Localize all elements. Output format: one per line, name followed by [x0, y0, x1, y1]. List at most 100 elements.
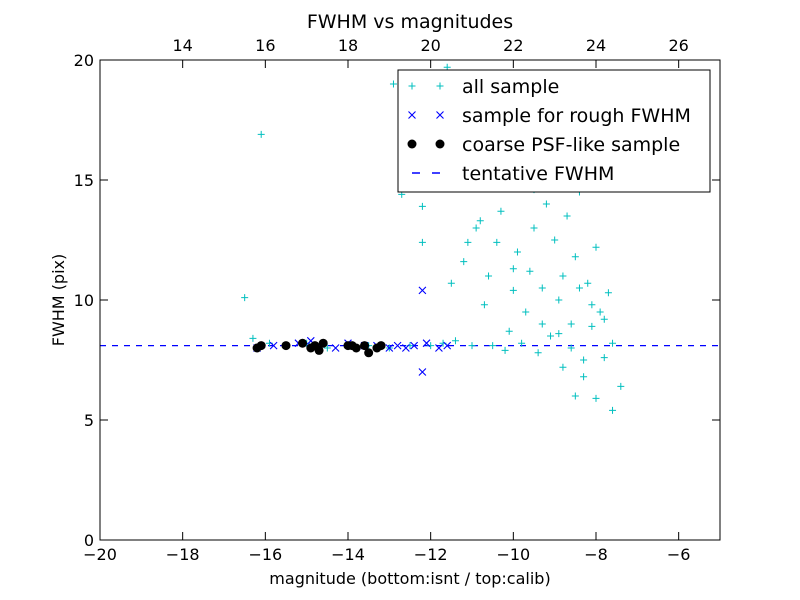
data-point: [393, 341, 402, 350]
top-tick-label: 24: [586, 36, 606, 55]
data-point: [385, 344, 394, 352]
data-point: [509, 286, 517, 294]
data-point: [551, 236, 559, 244]
data-point: [318, 338, 328, 348]
data-point: [323, 344, 331, 352]
data-point: [580, 356, 588, 364]
series-2: [252, 338, 386, 358]
legend-label-rough-fwhm: sample for rough FWHM: [462, 105, 691, 127]
data-point: [476, 217, 484, 225]
x-tick-label: −18: [166, 545, 200, 564]
legend-marker: [407, 139, 417, 149]
data-point: [331, 344, 340, 352]
data-point: [604, 289, 612, 297]
data-point: [509, 265, 517, 273]
y-axis-ticks: 0 5 10 15 20: [74, 51, 720, 550]
y-tick-label: 5: [84, 411, 94, 430]
data-point: [518, 339, 526, 347]
data-point: [281, 341, 291, 351]
legend-label-all-sample: all sample: [462, 76, 559, 98]
data-point: [559, 272, 567, 280]
data-point: [588, 322, 596, 330]
data-point: [513, 248, 521, 256]
x-tick-label: −8: [584, 545, 608, 564]
data-point: [468, 342, 476, 350]
data-point: [485, 272, 493, 280]
top-tick-label: 22: [503, 36, 523, 55]
data-point: [575, 284, 583, 292]
legend-box: [397, 69, 711, 193]
legend-markers: [407, 82, 445, 174]
legend-label-psf-like: coarse PSF-like sample: [462, 134, 680, 156]
data-point: [422, 339, 431, 348]
data-point: [592, 243, 600, 251]
data-point: [497, 207, 505, 215]
data-point: [418, 286, 427, 295]
data-point: [480, 301, 488, 309]
data-point: [401, 344, 410, 352]
data-point: [298, 338, 308, 348]
y-tick-label: 0: [84, 531, 94, 550]
top-tick-label: 18: [338, 36, 358, 55]
data-point: [559, 363, 567, 371]
data-point: [249, 334, 257, 342]
legend-marker: [436, 82, 444, 90]
plot-data: [100, 63, 720, 414]
data-point: [435, 344, 443, 352]
data-point: [460, 258, 468, 266]
y-tick-label: 15: [74, 171, 94, 190]
y-tick-label: 10: [74, 291, 94, 310]
data-point: [600, 315, 608, 323]
data-point: [418, 368, 427, 376]
data-point: [376, 341, 386, 351]
data-point: [351, 343, 361, 353]
data-point: [617, 382, 625, 390]
data-point: [555, 296, 563, 304]
data-point: [256, 341, 266, 351]
data-point: [314, 345, 324, 355]
data-point: [493, 238, 501, 246]
data-point: [530, 224, 538, 232]
data-point: [451, 337, 459, 345]
y-tick-label: 20: [74, 51, 94, 70]
data-point: [489, 342, 497, 350]
data-point: [410, 341, 419, 350]
data-point: [609, 339, 617, 347]
data-point: [464, 238, 472, 246]
data-point: [563, 212, 571, 220]
x-tick-label: −14: [331, 545, 365, 564]
data-point: [547, 332, 555, 340]
legend-marker: [408, 82, 416, 90]
data-point: [257, 130, 265, 138]
data-point: [538, 320, 546, 328]
legend-label-tentative-fwhm: tentative FWHM: [462, 163, 614, 185]
data-point: [538, 284, 546, 292]
data-point: [447, 279, 455, 287]
chart-title: FWHM vs magnitudes: [307, 11, 513, 33]
x-tick-label: −12: [414, 545, 448, 564]
data-point: [364, 348, 374, 358]
data-point: [600, 354, 608, 362]
data-point: [592, 394, 600, 402]
data-point: [501, 346, 509, 354]
data-point: [522, 308, 530, 316]
data-point: [418, 238, 426, 246]
data-point: [567, 320, 575, 328]
data-point: [389, 80, 397, 88]
top-tick-label: 16: [255, 36, 275, 55]
data-point: [555, 330, 563, 338]
data-point: [526, 267, 534, 275]
data-point: [534, 349, 542, 357]
x-tick-label: −10: [496, 545, 530, 564]
data-point: [241, 294, 249, 302]
y-axis-label: FWHM (pix): [49, 254, 68, 347]
legend: all sample sample for rough FWHM coarse …: [397, 69, 711, 193]
x-tick-label: −20: [83, 545, 117, 564]
top-tick-label: 14: [172, 36, 192, 55]
top-tick-label: 26: [668, 36, 688, 55]
x-axis-ticks: −20 −18 −16 −14 −12 −10 −8 −6: [83, 60, 690, 564]
data-point: [571, 392, 579, 400]
data-point: [580, 373, 588, 381]
top-tick-label: 20: [420, 36, 440, 55]
